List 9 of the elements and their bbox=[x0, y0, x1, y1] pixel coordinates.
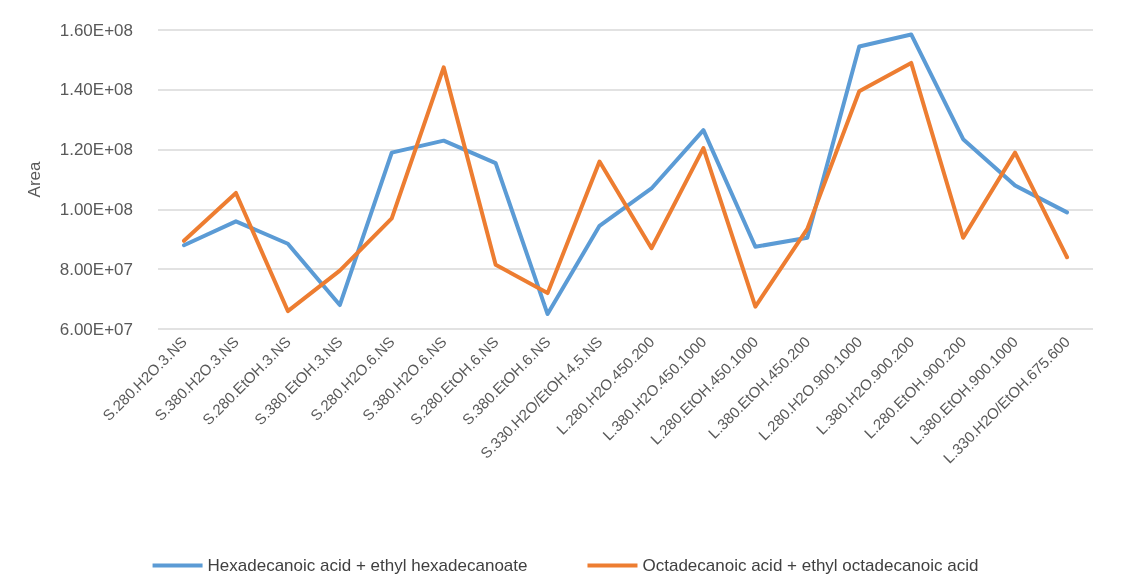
y-tick-label: 1.40E+08 bbox=[59, 80, 133, 100]
y-tick-label: 1.20E+08 bbox=[59, 140, 133, 160]
y-tick-label: 8.00E+07 bbox=[59, 259, 133, 279]
y-tick-label: 1.60E+08 bbox=[59, 20, 133, 40]
y-tick-label: 6.00E+07 bbox=[59, 319, 133, 339]
legend-label: Octadecanoic acid + ethyl octadecanoic acid bbox=[642, 556, 979, 575]
y-tick-label: 1.00E+08 bbox=[59, 199, 133, 219]
y-axis-title: Area bbox=[25, 161, 44, 198]
legend-label: Hexadecanoic acid + ethyl hexadecanoate bbox=[207, 556, 528, 575]
